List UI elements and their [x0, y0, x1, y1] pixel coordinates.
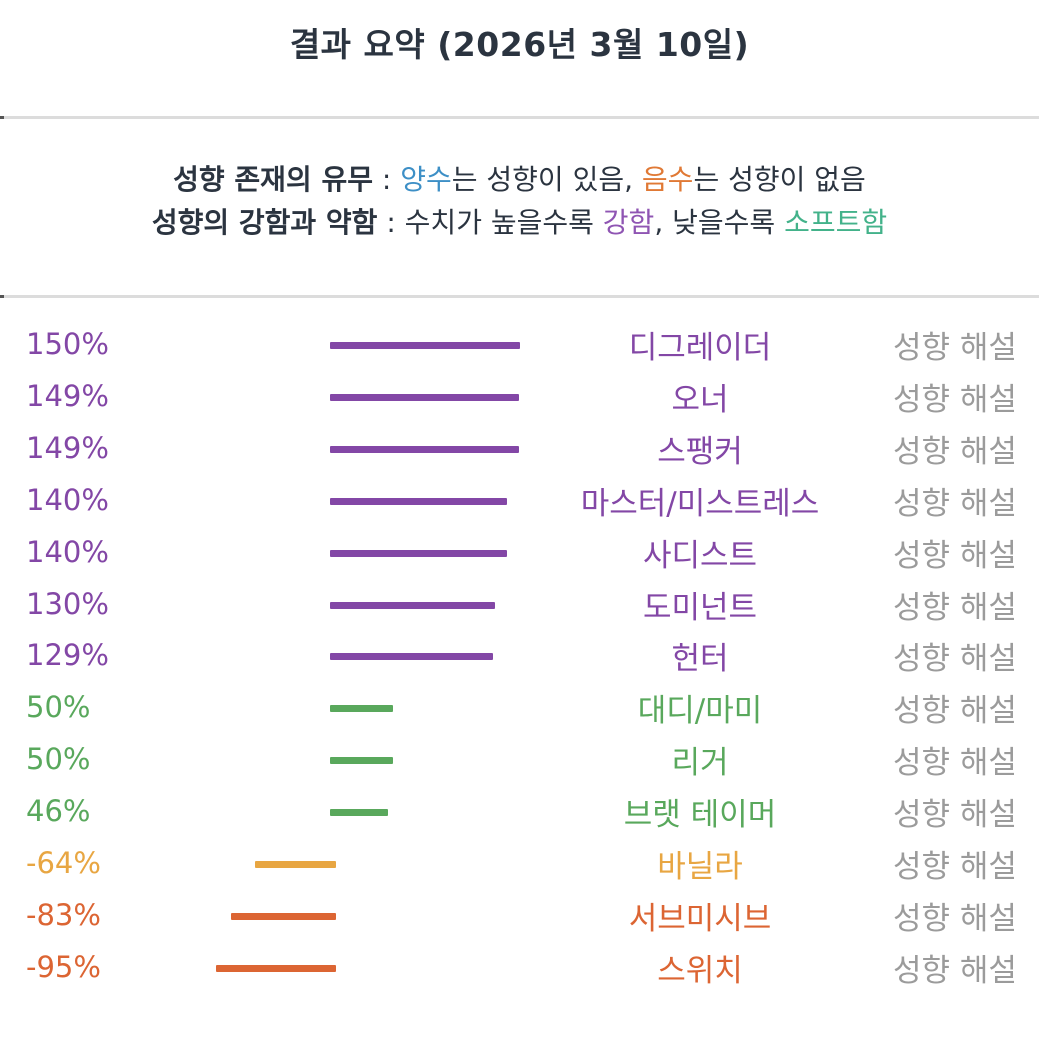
chart-row: 50% 대디/마미 성향 해설	[0, 687, 1039, 739]
bar	[254, 861, 336, 868]
bar	[330, 445, 519, 453]
value-label: 129%	[26, 638, 109, 673]
explanation-link[interactable]: 성향 해설	[893, 433, 1017, 470]
category-label: 디그레이더	[628, 330, 772, 366]
bar	[215, 964, 336, 972]
value-label: 130%	[26, 586, 109, 621]
chart-row: 50% 리거 성향 해설	[0, 739, 1039, 791]
bar	[330, 809, 389, 817]
legend-mid-text: , 낮을수록	[654, 206, 785, 239]
page-title: 결과 요약 (2026년 3월 10일)	[289, 25, 750, 64]
explanation-link[interactable]: 성향 해설	[893, 485, 1017, 522]
category-label: 서브미시브	[628, 900, 772, 937]
category-label: 바닐라	[657, 849, 743, 885]
category-label: 스위치	[657, 952, 743, 989]
explanation-link[interactable]: 성향 해설	[893, 849, 1017, 885]
value-label: 149%	[26, 430, 109, 465]
legend-existence-label: 성향 존재의 유무	[173, 163, 373, 196]
bar	[330, 653, 494, 661]
legend-line-1: 성향 존재의 유무 : 양수는 성향이 있음, 음수는 성향이 없음	[0, 158, 1039, 198]
chart-row: -64% 바닐라 성향 해설	[0, 843, 1039, 895]
bar	[330, 549, 508, 557]
value-label: 150%	[26, 327, 109, 361]
legend-strong-word: 강함	[602, 206, 655, 239]
category-label: 도미넌트	[642, 589, 758, 626]
legend-negative-text: 는 성향이 없음	[693, 163, 866, 196]
explanation-link[interactable]: 성향 해설	[893, 537, 1017, 574]
chart-row: 130% 도미넌트 성향 해설	[0, 584, 1039, 636]
bar	[330, 497, 508, 505]
value-label: 50%	[26, 742, 91, 777]
category-label: 마스터/미스트레스	[580, 485, 820, 522]
bar	[330, 393, 519, 401]
category-label: 오너	[671, 381, 729, 418]
value-label: 46%	[26, 794, 91, 829]
bar	[330, 601, 495, 609]
explanation-link[interactable]: 성향 해설	[893, 589, 1017, 626]
legend-positive-text: 는 성향이 있음,	[451, 163, 642, 196]
explanation-link[interactable]: 성향 해설	[893, 797, 1017, 834]
legend-strength-label: 성향의 강함과 약함	[151, 206, 378, 239]
explanation-link[interactable]: 성향 해설	[893, 330, 1017, 366]
value-label: -64%	[26, 846, 101, 880]
legend-divider	[0, 295, 1039, 298]
value-label: 140%	[26, 534, 109, 569]
legend-strength-text: : 수치가 높을수록	[377, 206, 603, 239]
legend-soft-word: 소프트함	[784, 206, 888, 239]
chart-row: 46% 브랫 테이머 성향 해설	[0, 791, 1039, 843]
bar	[330, 705, 394, 713]
value-label: 140%	[26, 482, 109, 517]
bar	[330, 757, 394, 765]
explanation-link[interactable]: 성향 해설	[893, 900, 1017, 937]
bar	[330, 342, 520, 349]
chart-row: -83% 서브미시브 성향 해설	[0, 895, 1039, 947]
category-label: 헌터	[671, 641, 729, 678]
chart-row: 140% 마스터/미스트레스 성향 해설	[0, 480, 1039, 532]
category-label: 스팽커	[657, 433, 743, 470]
chart-row: 140% 사디스트 성향 해설	[0, 532, 1039, 584]
bar	[230, 912, 336, 920]
legend-line-2: 성향의 강함과 약함 : 수치가 높을수록 강함, 낮을수록 소프트함	[0, 201, 1039, 241]
chart-row: -95% 스위치 성향 해설	[0, 947, 1039, 999]
category-label: 대디/마미	[637, 693, 763, 730]
legend-separator: :	[372, 163, 401, 196]
chart-row: 129% 헌터 성향 해설	[0, 635, 1039, 687]
top-divider	[0, 116, 1039, 119]
legend-positive-word: 양수	[400, 163, 452, 196]
explanation-link[interactable]: 성향 해설	[893, 952, 1017, 989]
value-label: 50%	[26, 690, 91, 725]
chart-row: 150% 디그레이더 성향 해설	[0, 324, 1039, 376]
category-label: 브랫 테이머	[623, 797, 777, 834]
chart-row: 149% 스팽커 성향 해설	[0, 428, 1039, 480]
explanation-link[interactable]: 성향 해설	[893, 693, 1017, 730]
chart-row: 149% 오너 성향 해설	[0, 376, 1039, 428]
explanation-link[interactable]: 성향 해설	[893, 381, 1017, 418]
explanation-link[interactable]: 성향 해설	[893, 745, 1017, 782]
value-label: -83%	[26, 897, 101, 932]
value-label: -95%	[26, 949, 101, 984]
explanation-link[interactable]: 성향 해설	[893, 641, 1017, 678]
value-label: 149%	[26, 378, 109, 413]
category-label: 사디스트	[642, 537, 758, 574]
legend-negative-word: 음수	[641, 163, 694, 196]
category-label: 리거	[671, 745, 729, 782]
